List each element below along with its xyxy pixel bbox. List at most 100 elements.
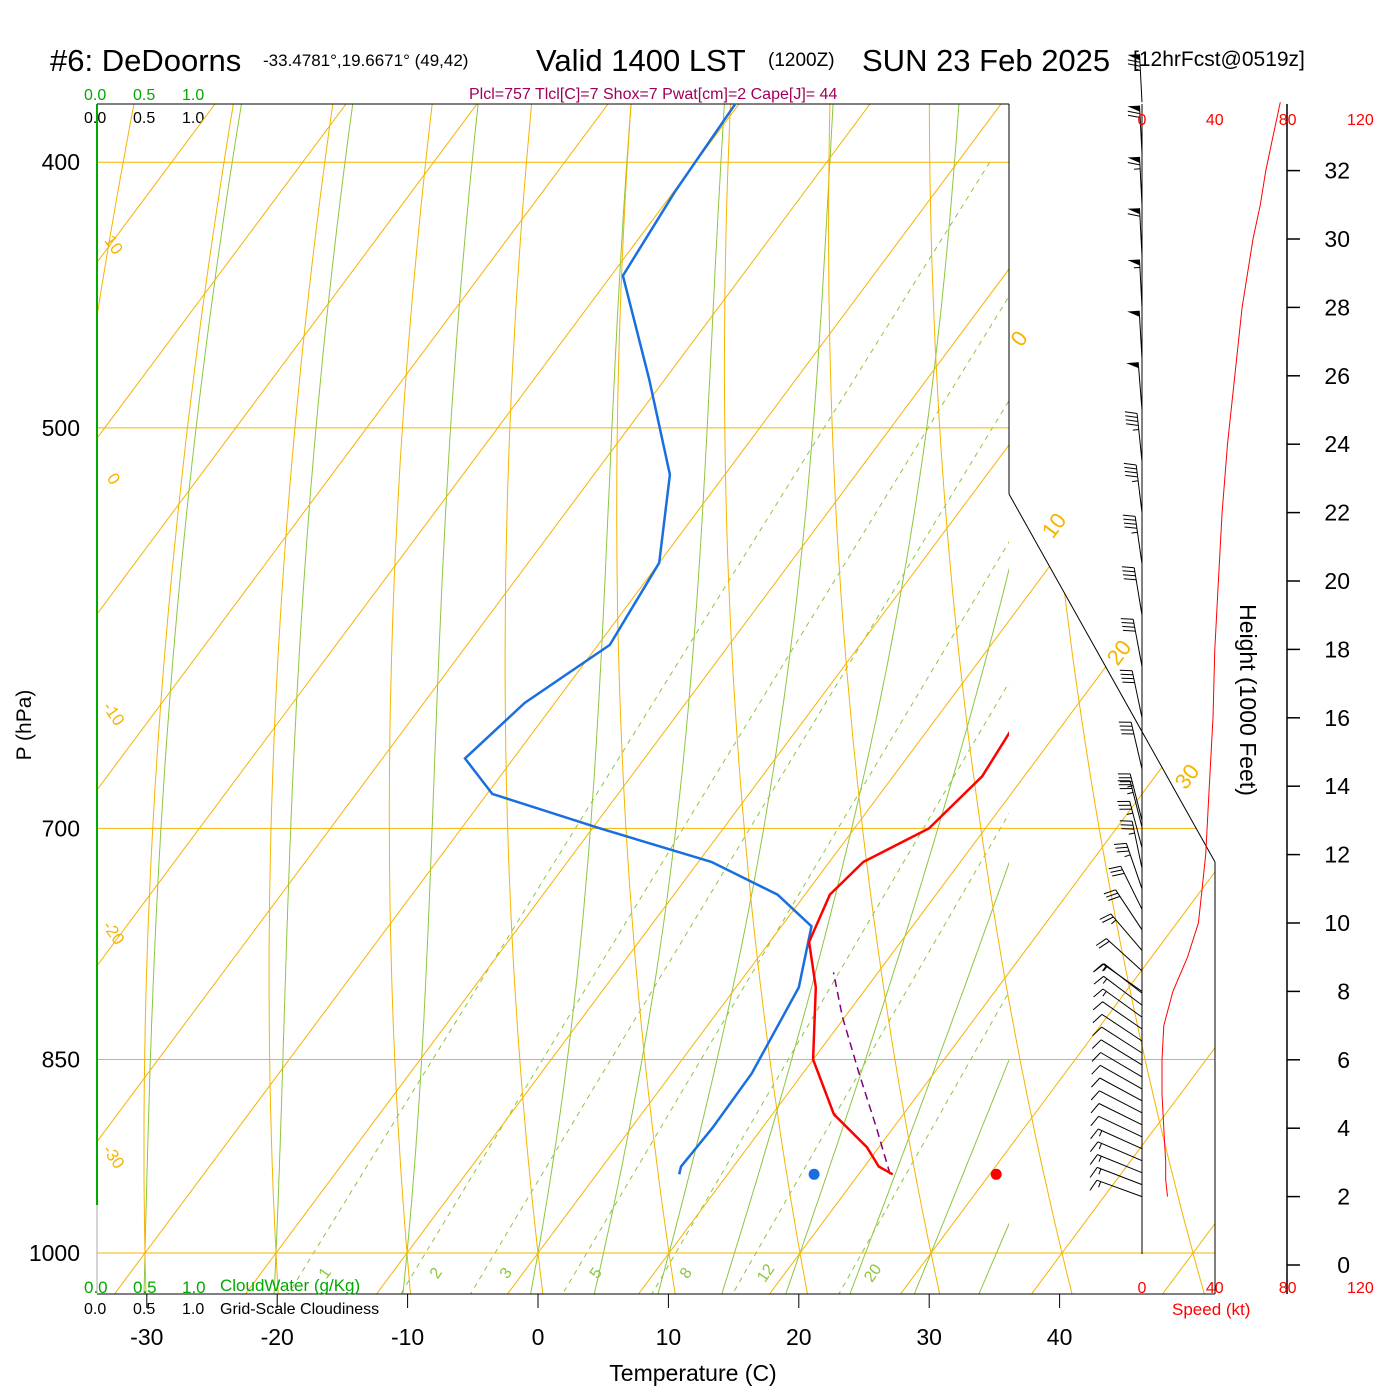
- isotherm-label: 20: [1102, 635, 1137, 670]
- zulu-time: (1200Z): [768, 50, 835, 71]
- bottom-green-2: 1.0: [182, 1278, 206, 1297]
- moist-adiabat-line: [849, 861, 1009, 1294]
- wind-barb: [1117, 773, 1143, 821]
- height-tick: 20: [1324, 568, 1350, 594]
- wind-barb: [1121, 566, 1143, 616]
- temperature-tick: -30: [130, 1324, 163, 1350]
- isotherm-line: [97, 104, 347, 1294]
- cloudwater-label: CloudWater (g/Kg): [220, 1276, 360, 1295]
- wind-barb: [1113, 842, 1143, 889]
- wind-barb: [1090, 1128, 1143, 1150]
- dry-adiabat-label: 10: [100, 232, 126, 258]
- bottom-black-1: 0.5: [133, 1301, 155, 1318]
- pressure-tick: 850: [42, 1047, 80, 1073]
- bottom-black-0: 0.0: [84, 1301, 106, 1318]
- isotherm-line: [769, 104, 1215, 1294]
- isotherm-line: [245, 104, 1133, 1294]
- dry-adiabat-line: [143, 104, 237, 1294]
- plot-frame: [97, 103, 1216, 1295]
- wind-barbs: [1089, 54, 1143, 1198]
- moist-adiabat-line: [593, 104, 725, 1294]
- isotherm-line: [97, 104, 609, 1294]
- wind-barb: [1124, 411, 1143, 462]
- top-green-0: 0.0: [84, 87, 106, 104]
- bottom-green-1: 0.5: [133, 1278, 157, 1297]
- speed-ticks-bottom: 0 40 80 120: [1138, 1280, 1374, 1297]
- top-cloudwater-scale: 0.0 0.5 1.0: [84, 87, 204, 104]
- isotherm-line: [114, 104, 1002, 1294]
- temperature-profile: [807, 731, 1009, 1176]
- parcel-path: [832, 972, 891, 1175]
- moist-adiabat-line: [657, 104, 834, 1294]
- wind-barb: [1099, 913, 1143, 951]
- height-tick: 32: [1324, 158, 1350, 184]
- speed-tick-top: 40: [1206, 112, 1224, 129]
- dry-adiabat-line: [268, 104, 336, 1294]
- isotherm-line: [1031, 104, 1215, 1294]
- moist-adiabat-line: [530, 104, 632, 1294]
- isotherms: [97, 104, 1215, 1294]
- isotherm-line: [900, 104, 1215, 1294]
- height-tick: 24: [1324, 431, 1350, 457]
- bottom-green-0: 0.0: [84, 1278, 108, 1297]
- height-tick: 2: [1337, 1184, 1350, 1210]
- valid-time: Valid 1400 LST: [536, 43, 746, 78]
- wind-barb: [1127, 259, 1143, 308]
- wind-barb: [1093, 975, 1143, 1006]
- wind-barb: [1092, 1013, 1143, 1042]
- wind-barb: [1092, 963, 1143, 992]
- mixing-ratio-label: 20: [861, 1261, 885, 1285]
- top-green-2: 1.0: [182, 87, 204, 104]
- wind-barb: [1119, 669, 1143, 718]
- wind-speed-profile: [1161, 102, 1281, 1197]
- mixing-ratio-label: 2: [427, 1265, 446, 1282]
- height-tick: 26: [1324, 363, 1350, 389]
- wind-barb: [1127, 310, 1143, 359]
- temperature-tick: 40: [1047, 1324, 1073, 1350]
- bottom-cloudwater-scale: 0.0 0.5 1.0 CloudWater (g/Kg): [84, 1276, 360, 1297]
- mixing-ratio-line: [400, 295, 1009, 1294]
- wind-barb: [1103, 889, 1143, 931]
- pressure-tick-labels: 2503004005007008501000: [29, 149, 80, 1266]
- bottom-cloudiness-scale: 0.0 0.5 1.0 Grid-Scale Cloudiness: [84, 1301, 379, 1318]
- mixing-ratio-label: 8: [677, 1265, 696, 1282]
- mixing-ratio-label: 3: [497, 1265, 516, 1282]
- temperature-tick-labels: -30 -20 -10 0 10 20 30 40: [130, 1294, 1072, 1350]
- wind-barb: [1127, 156, 1143, 205]
- height-tick: 14: [1324, 773, 1350, 799]
- pressure-tick: 1000: [29, 1240, 80, 1266]
- mixing-ratio-line: [731, 812, 1009, 1294]
- wind-barb: [1089, 1154, 1143, 1174]
- speed-tick-bottom: 40: [1206, 1280, 1224, 1297]
- wind-barb: [1126, 362, 1143, 411]
- speed-tick-top: 80: [1279, 112, 1297, 129]
- dry-adiabat-line: [388, 104, 435, 1294]
- stability-indices: Plcl=757 Tlcl[C]=7 Shox=7 Pwat[cm]=2 Cap…: [469, 86, 837, 103]
- wind-barb: [1092, 1026, 1143, 1054]
- height-tick: 18: [1324, 636, 1350, 662]
- pressure-tick: 500: [42, 415, 80, 441]
- top-black-2: 1.0: [182, 110, 204, 127]
- height-axis-label: Height (1000 Feet): [1235, 604, 1261, 796]
- dry-adiabat-line: [504, 104, 544, 1294]
- dry-adiabat-line: [616, 104, 676, 1294]
- wind-barb: [1118, 721, 1143, 770]
- y-axis-label: P (hPa): [13, 690, 36, 761]
- isotherm-line: [638, 104, 1215, 1294]
- temperature-tick: 0: [532, 1324, 545, 1350]
- valid-date: SUN 23 Feb 2025: [862, 43, 1110, 78]
- top-cloudiness-scale: 0.0 0.5 1.0: [84, 110, 204, 127]
- isotherm-line: [97, 104, 740, 1294]
- dry-adiabat-line: [828, 104, 941, 1294]
- wind-barb: [1091, 1052, 1143, 1078]
- moist-adiabat-line: [402, 104, 479, 1294]
- moist-adiabat-line: [978, 1222, 1009, 1294]
- isotherm-line: [376, 104, 1215, 1294]
- wind-speed-line: [1161, 102, 1281, 1197]
- dry-adiabat-label: -10: [99, 698, 129, 729]
- wind-barb: [1117, 780, 1143, 828]
- height-tick: 10: [1324, 910, 1350, 936]
- isotherm-line: [97, 104, 871, 1294]
- wind-barb: [1123, 462, 1143, 513]
- speed-tick-top: 120: [1347, 112, 1374, 129]
